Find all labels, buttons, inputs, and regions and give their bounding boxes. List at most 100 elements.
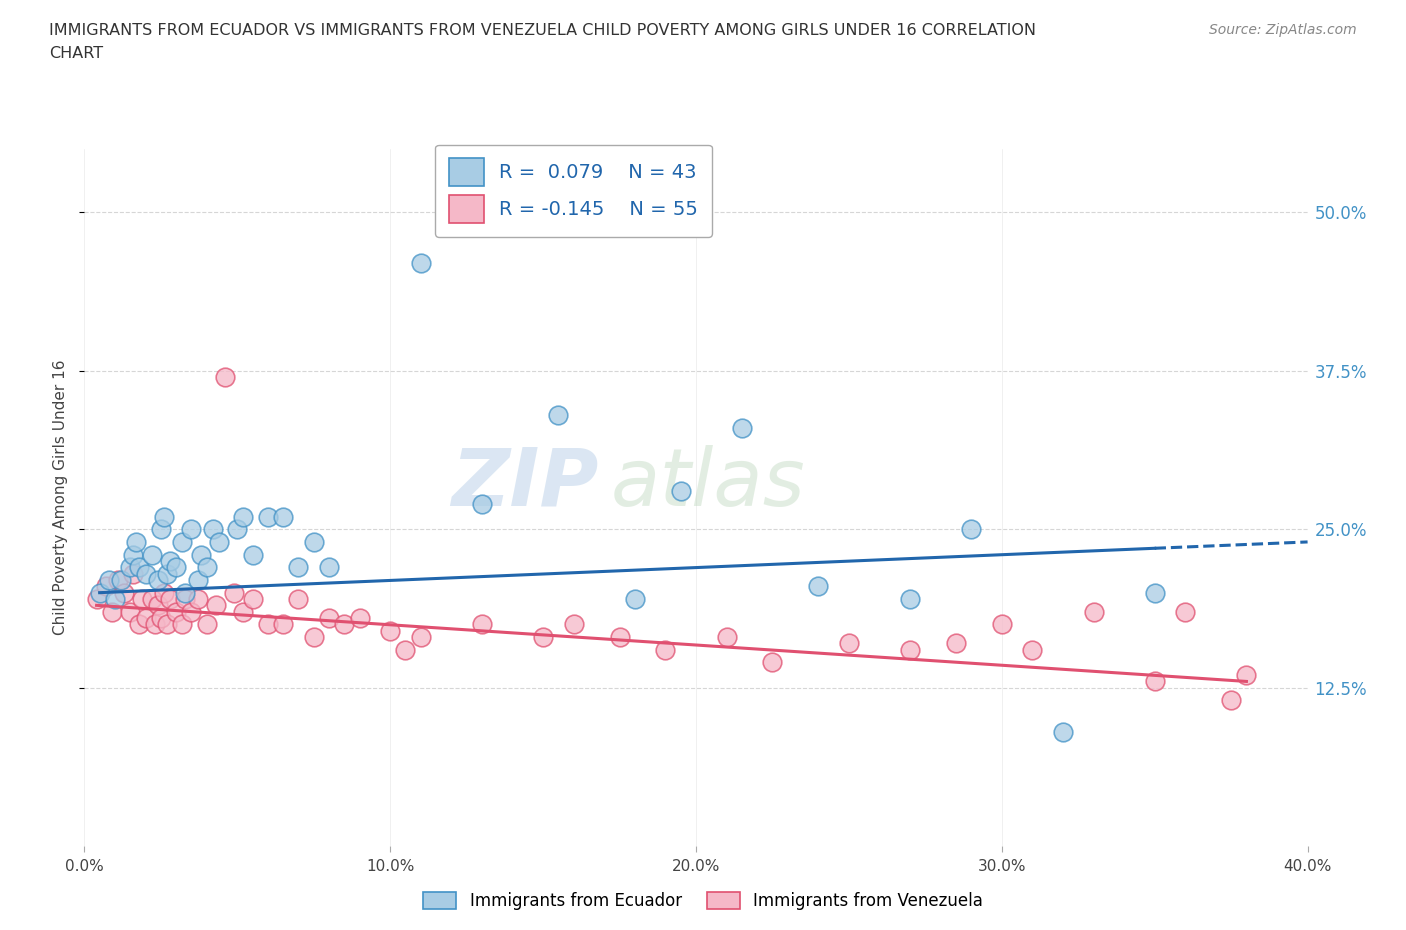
Legend: Immigrants from Ecuador, Immigrants from Venezuela: Immigrants from Ecuador, Immigrants from…	[416, 885, 990, 917]
Point	[146, 598, 169, 613]
Point	[898, 643, 921, 658]
Point	[122, 547, 145, 562]
Point	[153, 585, 176, 600]
Point	[409, 630, 432, 644]
Point	[242, 547, 264, 562]
Point	[135, 611, 157, 626]
Point	[110, 573, 132, 588]
Point	[141, 547, 163, 562]
Point	[128, 560, 150, 575]
Point	[669, 484, 692, 498]
Point	[195, 617, 218, 631]
Point	[242, 591, 264, 606]
Point	[195, 560, 218, 575]
Point	[125, 535, 148, 550]
Point	[1220, 693, 1243, 708]
Point	[226, 522, 249, 537]
Point	[394, 643, 416, 658]
Point	[1143, 585, 1166, 600]
Point	[146, 573, 169, 588]
Point	[761, 655, 783, 670]
Point	[131, 591, 153, 606]
Point	[318, 611, 340, 626]
Point	[186, 573, 208, 588]
Point	[609, 630, 631, 644]
Point	[898, 591, 921, 606]
Text: ZIP: ZIP	[451, 445, 598, 523]
Point	[159, 553, 181, 568]
Point	[94, 578, 117, 593]
Point	[174, 591, 197, 606]
Point	[97, 573, 120, 588]
Point	[153, 509, 176, 524]
Point	[141, 591, 163, 606]
Point	[271, 617, 294, 631]
Point	[232, 604, 254, 619]
Point	[257, 617, 280, 631]
Point	[1052, 724, 1074, 739]
Point	[149, 522, 172, 537]
Text: Source: ZipAtlas.com: Source: ZipAtlas.com	[1209, 23, 1357, 37]
Point	[214, 369, 236, 384]
Point	[135, 566, 157, 581]
Point	[190, 547, 212, 562]
Point	[122, 566, 145, 581]
Point	[208, 535, 231, 550]
Point	[224, 585, 246, 600]
Point	[287, 591, 309, 606]
Y-axis label: Child Poverty Among Girls Under 16: Child Poverty Among Girls Under 16	[53, 360, 69, 635]
Point	[180, 522, 202, 537]
Point	[531, 630, 554, 644]
Point	[172, 535, 194, 550]
Point	[112, 585, 135, 600]
Point	[232, 509, 254, 524]
Point	[107, 573, 129, 588]
Point	[180, 604, 202, 619]
Point	[945, 636, 967, 651]
Point	[201, 522, 224, 537]
Point	[156, 617, 179, 631]
Point	[128, 617, 150, 631]
Point	[838, 636, 860, 651]
Point	[409, 256, 432, 271]
Point	[1143, 674, 1166, 689]
Point	[302, 535, 325, 550]
Point	[174, 585, 197, 600]
Point	[807, 578, 830, 593]
Point	[333, 617, 356, 631]
Point	[302, 630, 325, 644]
Point	[562, 617, 585, 631]
Text: atlas: atlas	[610, 445, 806, 523]
Point	[1174, 604, 1197, 619]
Point	[731, 420, 754, 435]
Point	[547, 407, 569, 422]
Point	[120, 560, 142, 575]
Point	[172, 617, 194, 631]
Point	[104, 591, 127, 606]
Point	[380, 623, 402, 638]
Point	[716, 630, 738, 644]
Point	[471, 617, 494, 631]
Point	[120, 604, 142, 619]
Legend: R =  0.079    N = 43, R = -0.145    N = 55: R = 0.079 N = 43, R = -0.145 N = 55	[436, 144, 711, 236]
Point	[287, 560, 309, 575]
Point	[186, 591, 208, 606]
Point	[159, 591, 181, 606]
Point	[654, 643, 676, 658]
Point	[624, 591, 647, 606]
Text: CHART: CHART	[49, 46, 103, 61]
Point	[318, 560, 340, 575]
Text: IMMIGRANTS FROM ECUADOR VS IMMIGRANTS FROM VENEZUELA CHILD POVERTY AMONG GIRLS U: IMMIGRANTS FROM ECUADOR VS IMMIGRANTS FR…	[49, 23, 1036, 38]
Point	[991, 617, 1014, 631]
Point	[1236, 668, 1258, 683]
Point	[101, 604, 124, 619]
Point	[205, 598, 228, 613]
Point	[149, 611, 172, 626]
Point	[271, 509, 294, 524]
Point	[1021, 643, 1043, 658]
Point	[86, 591, 108, 606]
Point	[349, 611, 371, 626]
Point	[1083, 604, 1105, 619]
Point	[960, 522, 983, 537]
Point	[471, 497, 494, 512]
